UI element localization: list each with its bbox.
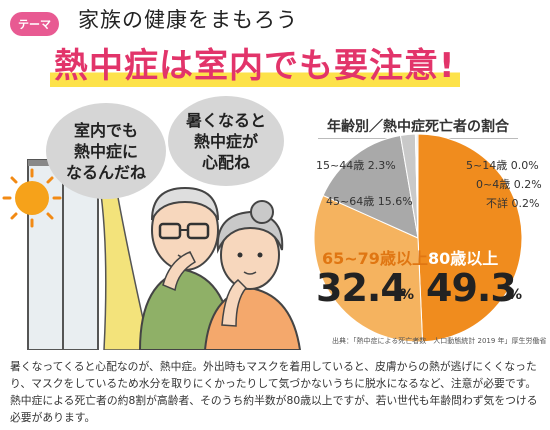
bubble-line: なるんだね	[65, 162, 146, 182]
label-unknown: 不詳 0.2%	[486, 197, 540, 210]
chart-source: 出典：「熱中症による死亡者数 人口動態統計 2019 年」厚生労働省	[332, 337, 547, 345]
pct-80-plus: %	[508, 287, 523, 303]
value-65-79: 32.4	[316, 266, 407, 310]
bubble-line: 心配ね	[201, 152, 250, 172]
label-5-14: 5~14歳 0.0%	[466, 159, 539, 172]
label-0-4: 0~4歳 0.2%	[476, 178, 542, 191]
bubble-line: 暑くなると	[185, 110, 266, 130]
bubble-line: 熱中症に	[73, 141, 138, 161]
description-text: 暑くなってくると心配なのが、熱中症。外出時もマスクを着用していると、皮膚からの熱…	[10, 360, 538, 424]
grandfather-figure	[138, 186, 234, 350]
pie-slice-6	[416, 133, 419, 239]
grandmother-figure	[203, 200, 302, 350]
pie-slice-0	[417, 133, 523, 343]
page-subtitle: 家族の健康をまもろう	[78, 8, 298, 32]
pie-slice-1	[313, 194, 424, 343]
theme-badge: テーマ	[10, 12, 59, 36]
sun-icon	[2, 168, 62, 228]
bubble-line: 熱中症が	[193, 131, 258, 151]
pct-65-79: %	[400, 287, 415, 303]
pie-slice-2	[322, 134, 419, 239]
bubble-line: 室内でも	[73, 120, 138, 140]
value-80-plus: 49.3	[426, 266, 517, 310]
pie-chart	[313, 133, 523, 343]
label-15-44: 15~44歳 2.3%	[316, 159, 396, 172]
label-65-79: 65~79歳以上	[322, 249, 428, 268]
page-title: 熱中症は室内でも要注意!	[50, 38, 460, 87]
label-45-64: 45~64歳 15.6%	[326, 195, 413, 208]
speech-bubble-left: 室内でも 熱中症に なるんだね	[46, 103, 166, 199]
speech-bubble-right: 暑くなると 熱中症が 心配ね	[168, 96, 284, 186]
label-80-plus: 80歳以上	[428, 249, 499, 268]
